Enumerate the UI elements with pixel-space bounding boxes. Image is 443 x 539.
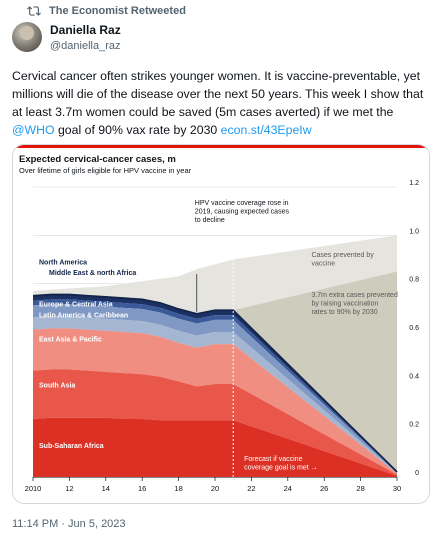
avatar[interactable] [12,22,42,52]
x-tick-26: 26 [320,484,328,493]
y-tick-1-2: 1.2 [409,180,419,187]
annotation-cases-prevented: Cases prevented by vaccine [311,252,374,268]
series-label-middle-east-north-africa: Middle East & north Africa [49,270,136,277]
x-tick-30: 30 [393,484,401,493]
x-tick-14: 14 [102,484,110,493]
annotation-forecast: Forecast if vaccine coverage goal is met … [244,456,318,472]
x-tick-22: 22 [247,484,255,493]
series-top-outline [32,293,398,473]
area-extra-cases-prevented [233,271,397,472]
annotation-extra-cases: 3.7m extra cases prevented by raising vac… [311,292,397,316]
series-label-latin-america-caribbean: Latin America & Caribbean [39,313,128,320]
area-east-asia-pacific [33,328,397,475]
timestamp[interactable]: 11:14 PM · Jun 5, 2023 [12,518,126,530]
x-tick-12: 12 [65,484,73,493]
x-tick-2010: 2010 [25,484,42,493]
area-layer [33,235,397,477]
mention-link[interactable]: @WHO [12,123,55,137]
article-link[interactable]: econ.st/43EpeIw [220,123,312,137]
chart-subtitle: Over lifetime of girls eligible for HPV … [19,166,192,175]
retweet-label: The Economist Retweeted [49,5,186,17]
y-tick-0-8: 0.8 [409,277,419,284]
chart: Expected cervical-cancer cases, m Over l… [13,145,429,503]
overlay-layer [32,259,398,477]
x-tick-28: 28 [356,484,364,493]
tweet-header: Daniella Raz @daniella_raz [12,22,121,54]
series-label-east-asia-pacific: East Asia & Pacific [39,337,102,344]
brand-red-bar [13,145,429,148]
series-label-europe-central-asia: Europe & Central Asia [39,302,113,309]
area-sub-saharan-africa [33,417,397,477]
tweet-text: Cervical cancer often strikes younger wo… [12,67,432,139]
series-label-south-asia: South Asia [39,383,75,390]
label-layer: Sub-Saharan Africa South Asia East Asia & … [39,200,398,472]
series-label-sub-saharan-africa: Sub-Saharan Africa [39,443,104,450]
retweet-icon [27,6,41,16]
series-label-north-america: North America [39,259,87,266]
axis-layer: 0 0.2 0.4 0.6 0.8 1.0 1.2 2010 12 14 16 18 20 22 24 26 2… [25,180,419,493]
y-tick-0-4: 0.4 [409,373,419,380]
tweet-text-part-2: goal of 90% vax rate by 2030 [54,123,221,137]
x-tick-20: 20 [211,484,219,493]
retweet-indicator: The Economist Retweeted [27,4,186,18]
x-tick-18: 18 [174,484,182,493]
area-south-asia [33,369,397,476]
user-handle[interactable]: @daniella_raz [50,40,121,52]
y-tick-0-2: 0.2 [409,422,419,429]
y-tick-0: 0 [415,470,419,477]
x-tick-24: 24 [284,484,292,493]
display-name[interactable]: Daniella Raz [50,23,121,37]
y-tick-0-6: 0.6 [409,325,419,332]
y-tick-1-0: 1.0 [409,228,419,235]
tweet-text-part-1: Cervical cancer often strikes younger wo… [12,69,424,119]
chart-image-card[interactable]: Expected cervical-cancer cases, m Over l… [12,144,430,504]
annotation-coverage-rose: HPV vaccine coverage rose in 2019, causin… [195,200,290,224]
x-tick-16: 16 [138,484,146,493]
chart-title: Expected cervical-cancer cases, m [19,154,176,165]
